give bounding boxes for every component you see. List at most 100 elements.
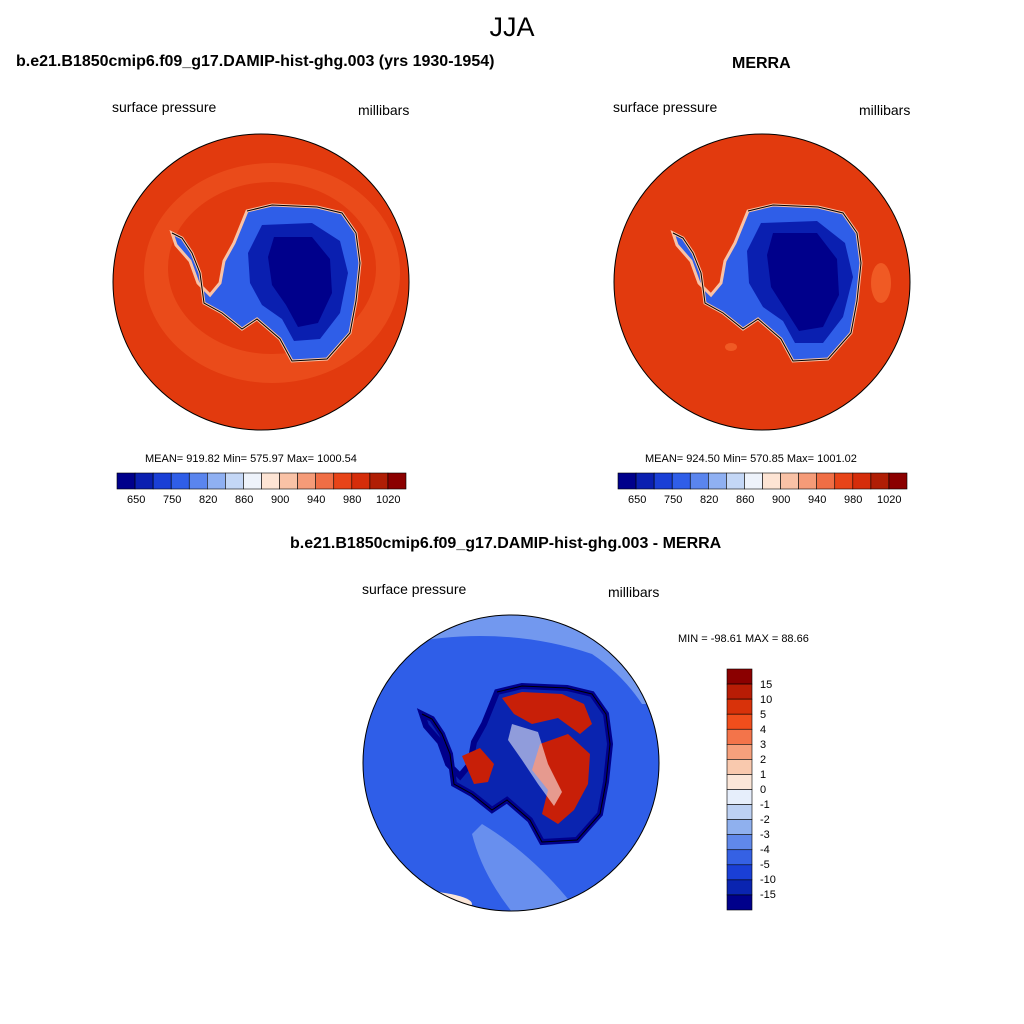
cb3-label-0: 0 [760,784,767,796]
cb2-tick-820: 820 [700,494,719,506]
cb1-tick-860: 860 [235,494,254,506]
panel-2-title: MERRA [732,55,791,72]
panel-2-colorbar-ticks: 650 750 820 860 900 940 980 1020 [618,494,907,508]
antarctica-core [268,237,332,327]
colorbar-swatch [726,849,753,866]
colorbar-swatch [369,472,389,490]
panel-2-units-label: millibars [859,102,911,118]
colorbar-swatch [816,472,836,490]
cb3-label-neg3: -3 [760,829,770,841]
panel-2-stats: MEAN= 924.50 Min= 570.85 Max= 1001.02 [645,453,857,465]
cb2-tick-650: 650 [628,494,647,506]
panel-2-colorbar [617,472,908,490]
colorbar-swatch [726,864,753,881]
cb3-label-1: 1 [760,769,767,781]
antarctica-core [767,233,839,331]
cb2-tick-750: 750 [664,494,683,506]
cb3-label-3: 3 [760,739,767,751]
colorbar-swatch [726,472,745,490]
cb1-tick-820: 820 [199,494,218,506]
colorbar-swatch [726,683,753,700]
cb2-tick-980: 980 [844,494,863,506]
colorbar-swatch [188,472,208,490]
colorbar-swatch [351,472,371,490]
colorbar-swatch [726,879,753,896]
colorbar-swatch [170,472,190,490]
cb2-tick-940: 940 [808,494,827,506]
colorbar-swatch [207,472,226,490]
colorbar-swatch [279,472,298,490]
panel-3-polar-map [362,614,660,912]
panel-3-title: b.e21.B1850cmip6.f09_g17.DAMIP-hist-ghg.… [290,535,722,552]
coastline [421,685,611,843]
colorbar-swatch [726,744,753,760]
cb3-label-neg10: -10 [760,874,776,886]
colorbar-swatch [726,759,753,775]
colorbar-swatch [870,472,890,490]
colorbar-swatch [243,472,262,490]
panel-3-colorbar [726,668,753,911]
panel-3-stats: MIN = -98.61 MAX = 88.66 [678,633,809,645]
colorbar-swatch [762,472,781,490]
cb3-label-neg4: -4 [760,844,770,856]
coastline [171,204,361,362]
colorbar-swatch [726,728,753,745]
colorbar-swatch [726,819,753,835]
colorbar-swatch [726,789,753,805]
panel-3-colorbar-labels: 15 10 5 4 3 2 1 0 -1 -2 -3 -4 -5 -10 -15 [760,669,800,910]
colorbar-swatch [726,713,753,730]
colorbar-swatch [653,472,673,490]
colorbar-swatch [134,472,154,490]
cb1-tick-900: 900 [271,494,290,506]
colorbar-swatch [726,834,753,851]
cb3-label-4: 4 [760,724,767,736]
page-title: JJA [489,12,535,42]
cb3-label-neg5: -5 [760,859,770,871]
cb3-label-10: 10 [760,694,773,706]
panel-1-colorbar-ticks: 650 750 820 860 900 940 980 1020 [117,494,406,508]
colorbar-swatch [798,472,817,490]
panel-1-title: b.e21.B1850cmip6.f09_g17.DAMIP-hist-ghg.… [16,53,495,70]
panel-1-polar-map [112,133,410,431]
cb1-tick-980: 980 [343,494,362,506]
cb3-label-neg1: -1 [760,799,770,811]
cb3-label-5: 5 [760,709,767,721]
colorbar-swatch [744,472,763,490]
colorbar-swatch [116,472,136,490]
colorbar-swatch [333,472,353,490]
colorbar-swatch [671,472,691,490]
panel-1-colorbar [116,472,407,490]
colorbar-swatch [726,668,753,685]
colorbar-swatch [726,774,753,790]
colorbar-swatch [726,698,753,715]
colorbar-swatch [225,472,244,490]
panel-3-variable-label: surface pressure [362,581,467,597]
colorbar-swatch [852,472,872,490]
colorbar-swatch [726,894,753,911]
cb3-label-15: 15 [760,679,773,691]
cb3-label-neg2: -2 [760,814,770,826]
colorbar-swatch [726,804,753,820]
cb1-tick-650: 650 [127,494,146,506]
colorbar-swatch [689,472,709,490]
cb3-label-2: 2 [760,754,767,766]
cb1-tick-940: 940 [307,494,326,506]
colorbar-swatch [315,472,335,490]
colorbar-swatch [834,472,854,490]
cb1-tick-1020: 1020 [376,494,401,506]
cb1-tick-750: 750 [163,494,182,506]
cb2-tick-860: 860 [736,494,755,506]
panel-3-units-label: millibars [608,584,660,600]
cb2-tick-1020: 1020 [877,494,902,506]
colorbar-swatch [387,472,407,490]
colorbar-swatch [708,472,727,490]
colorbar-swatch [297,472,316,490]
colorbar-swatch [780,472,799,490]
panel-2-variable-label: surface pressure [613,99,718,115]
panel-1-units-label: millibars [358,102,410,118]
panel-1-variable-label: surface pressure [112,99,217,115]
cb2-tick-900: 900 [772,494,791,506]
colorbar-swatch [617,472,637,490]
panel-2-polar-map [613,133,911,431]
colorbar-swatch [152,472,172,490]
